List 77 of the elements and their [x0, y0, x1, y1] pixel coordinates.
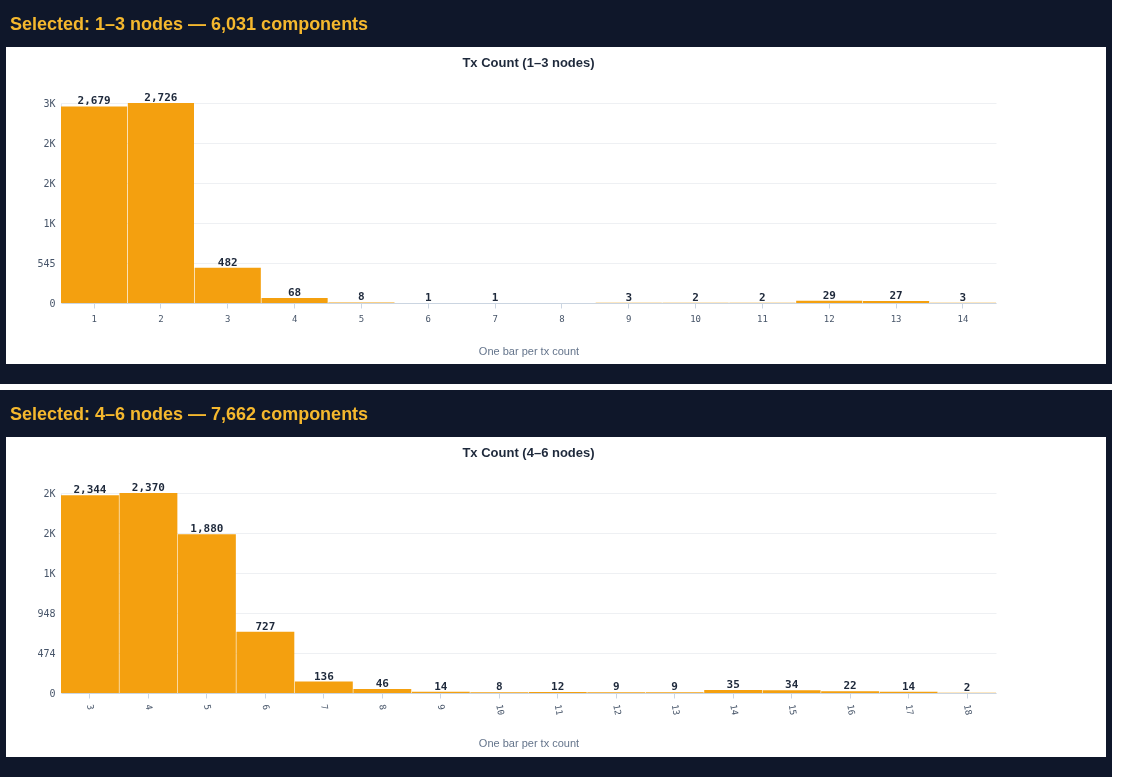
y-tick-label: 0 — [49, 687, 56, 699]
data-label: 3 — [959, 290, 967, 304]
y-tick-label: 2K — [43, 137, 56, 149]
y-tick-label: 1K — [43, 217, 56, 229]
x-tick-label: 12 — [611, 703, 624, 717]
data-label: 2,679 — [77, 94, 111, 108]
data-label: 2,370 — [131, 481, 165, 494]
data-label: 2 — [692, 290, 699, 304]
data-label: 27 — [889, 289, 903, 303]
x-axis-title: One bar per tx count — [478, 737, 580, 750]
x-tick-label: 8 — [377, 703, 389, 711]
chart-title: Selected: 4–6 nodes — 7,662 components — [9, 403, 370, 426]
data-label: 482 — [217, 255, 238, 269]
y-tick-label: 2K — [43, 487, 56, 499]
y-tick-label: 3K — [43, 97, 56, 109]
y-tick-label: 2K — [43, 527, 56, 539]
data-label: 35 — [726, 678, 740, 692]
x-tick-label: 14 — [957, 313, 969, 324]
y-tick-label: 474 — [37, 647, 56, 659]
x-tick-label: 8 — [559, 313, 565, 324]
chart-subtitle: Tx Count (4–6 nodes) — [462, 445, 595, 460]
x-tick-label: 9 — [626, 313, 632, 324]
x-tick-label: 10 — [690, 313, 702, 324]
data-label: 12 — [551, 679, 565, 693]
data-label: 22 — [843, 679, 857, 693]
chart-title: Selected: 1–3 nodes — 6,031 components — [9, 13, 370, 36]
x-tick-label: 2 — [158, 313, 164, 324]
data-label: 1 — [424, 290, 432, 304]
x-tick-label: 3 — [225, 313, 231, 324]
data-label: 14 — [434, 679, 448, 693]
data-label: 3 — [625, 290, 633, 304]
data-label: 2,344 — [73, 483, 107, 497]
data-label: 68 — [287, 286, 302, 300]
x-tick-label: 17 — [903, 703, 916, 717]
x-tick-label: 9 — [435, 703, 447, 711]
data-label: 34 — [785, 678, 799, 692]
x-tick-label: 13 — [669, 703, 682, 717]
x-tick-label: 12 — [823, 313, 835, 324]
x-tick-label: 7 — [318, 703, 330, 711]
y-tick-label: 2K — [43, 177, 56, 189]
data-label: 1 — [491, 290, 499, 304]
x-tick-label: 5 — [201, 703, 213, 711]
data-label: 14 — [901, 679, 916, 693]
x-tick-label: 4 — [143, 703, 155, 711]
x-tick-label: 18 — [962, 703, 974, 717]
data-label: 727 — [255, 619, 276, 633]
data-label: 1,880 — [190, 522, 224, 536]
y-tick-label: 948 — [37, 607, 56, 619]
x-axis-title: One bar per tx count — [478, 344, 580, 357]
x-tick-label: 11 — [552, 703, 565, 717]
x-tick-label: 4 — [291, 313, 298, 324]
chart-subtitle: Tx Count (1–3 nodes) — [462, 55, 595, 70]
x-tick-label: 15 — [786, 703, 799, 717]
x-tick-label: 10 — [494, 703, 507, 717]
data-label: 2 — [963, 680, 971, 694]
data-label: 9 — [612, 680, 620, 694]
x-tick-label: 1 — [91, 313, 97, 324]
x-tick-label: 6 — [260, 703, 272, 711]
data-label: 8 — [495, 680, 503, 694]
x-tick-label: 13 — [890, 313, 902, 324]
y-tick-label: 0 — [49, 297, 56, 309]
x-tick-label: 7 — [492, 313, 498, 324]
data-label: 2 — [759, 290, 766, 304]
data-label: 136 — [313, 669, 335, 683]
x-tick-label: 16 — [845, 703, 857, 717]
x-tick-label: 11 — [757, 313, 768, 324]
x-tick-label: 3 — [85, 703, 96, 711]
data-label: 29 — [822, 288, 836, 302]
x-tick-label: 6 — [425, 313, 431, 324]
data-label: 46 — [375, 677, 390, 691]
data-label: 2,726 — [144, 91, 178, 104]
y-tick-label: 545 — [37, 257, 56, 269]
data-label: 8 — [358, 290, 365, 304]
x-tick-label: 5 — [358, 313, 365, 324]
data-label: 9 — [671, 680, 678, 694]
y-tick-label: 1K — [43, 567, 56, 579]
x-tick-label: 14 — [728, 703, 740, 717]
